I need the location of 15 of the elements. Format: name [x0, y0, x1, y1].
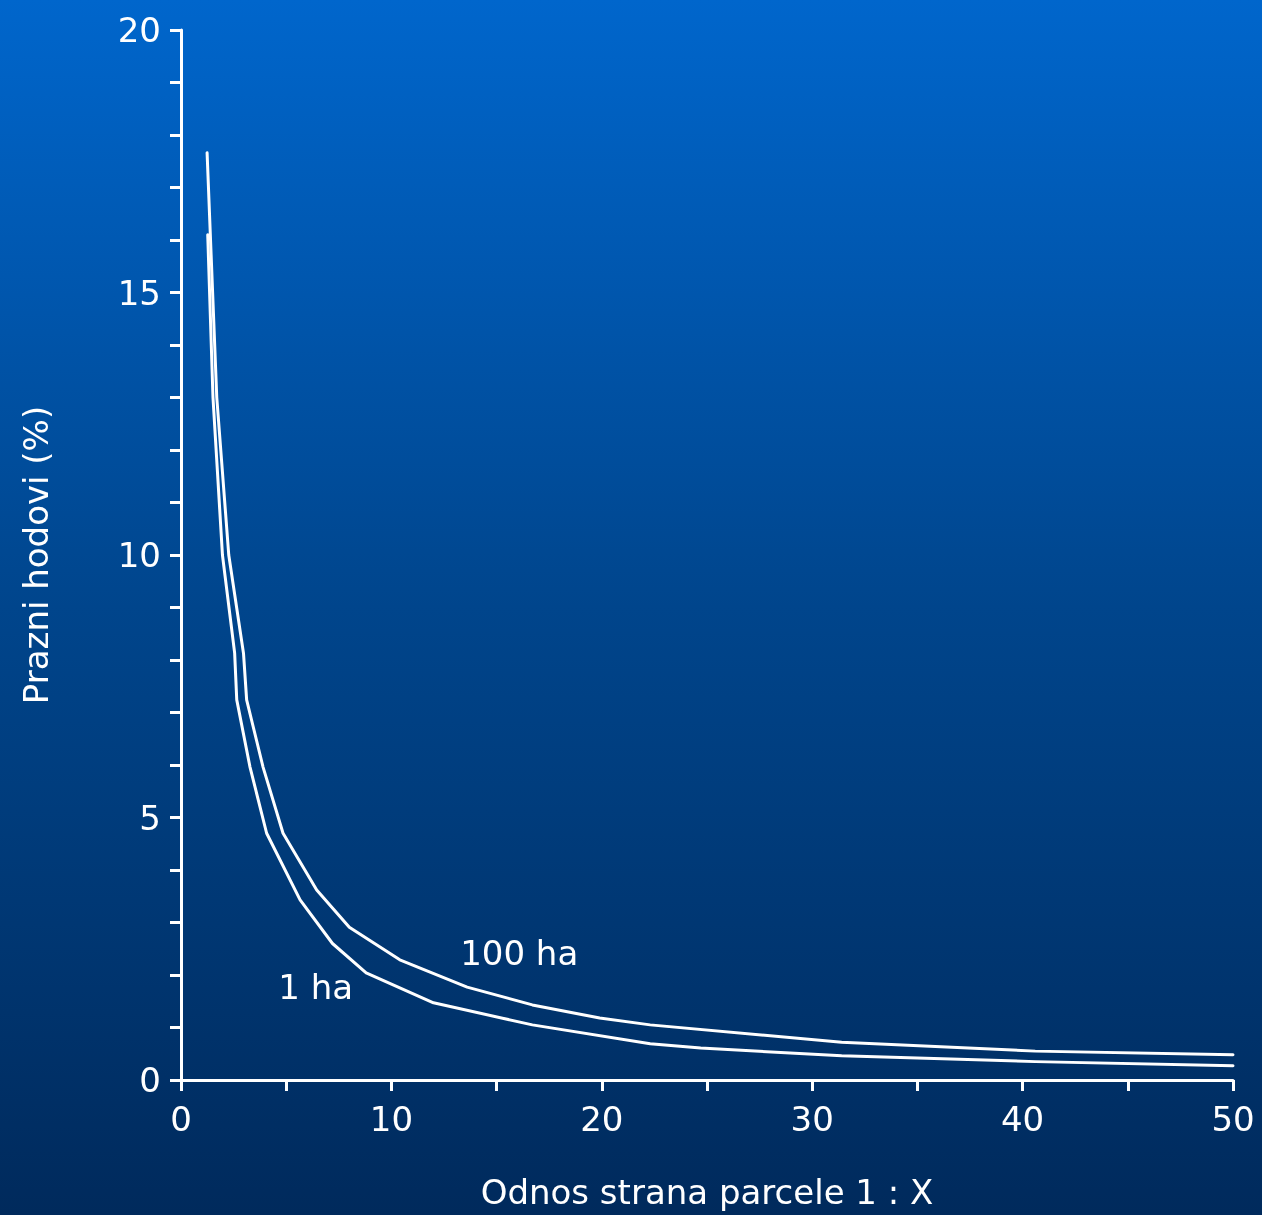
y-tick-label: 0	[139, 1060, 161, 1100]
y-axis-title: Prazni hodovi (%)	[16, 405, 56, 705]
series-label: 1 ha	[278, 966, 354, 1007]
x-tick-label: 30	[790, 1099, 834, 1139]
x-tick-label: 50	[1211, 1099, 1255, 1139]
x-tick-label: 0	[170, 1099, 192, 1139]
x-tick-label: 10	[369, 1099, 414, 1139]
series-label: 100 ha	[460, 933, 579, 974]
x-tick-label: 40	[1000, 1099, 1045, 1139]
y-tick-label: 5	[139, 797, 161, 838]
y-tick-label: 10	[117, 535, 161, 575]
x-tick-label: 20	[580, 1099, 624, 1139]
y-tick-label: 20	[117, 10, 161, 50]
x-axis-title: Odnos strana parcele 1 : X	[480, 1172, 934, 1212]
y-tick-label: 15	[117, 272, 161, 313]
